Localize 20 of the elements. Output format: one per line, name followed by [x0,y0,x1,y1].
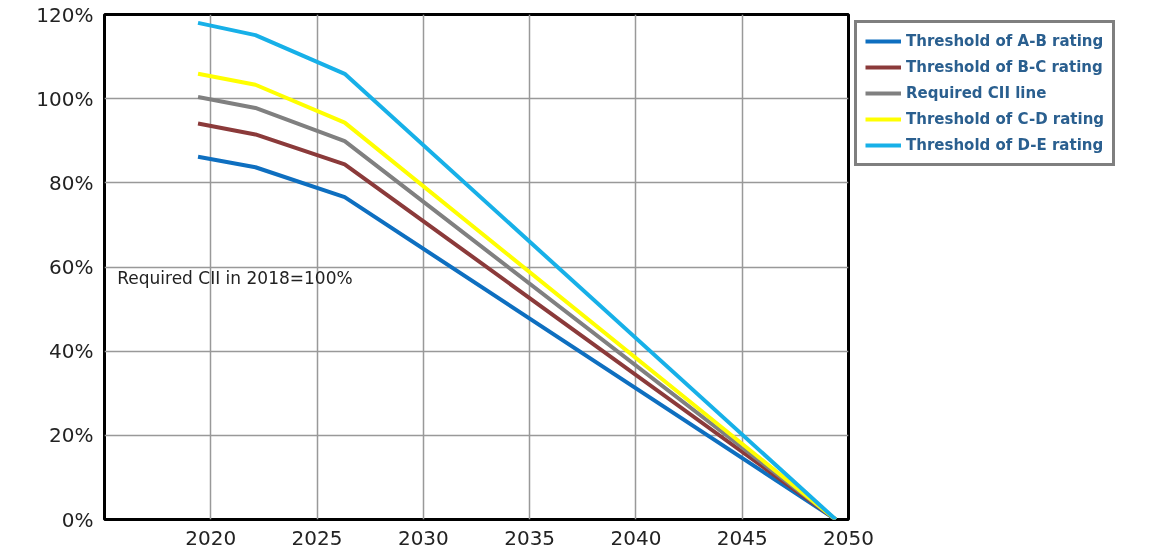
annotation: Required CII in 2018=100% [117,268,353,289]
x-tick-label: 2045 [716,525,768,550]
y-tick-label: 120% [36,2,94,27]
y-tick-label: 60% [49,255,94,279]
legend-label: Threshold of A-B rating [906,32,1104,50]
y-tick-label: 0% [61,507,94,532]
y-tick-label: 80% [49,170,94,195]
legend-label: Threshold of B-C rating [906,58,1103,76]
y-tick-label: 20% [49,423,94,448]
y-tick-label: 40% [49,339,94,364]
y-tick-label: 100% [36,86,94,111]
x-tick-label: 2020 [185,525,237,550]
legend-label: Threshold of D-E rating [906,136,1104,154]
x-tick-label: 2040 [610,525,662,550]
x-tick-label: 2025 [291,525,343,550]
x-tick-label: 2035 [504,525,556,550]
x-tick-label: 2030 [397,525,449,550]
x-tick-label: 2050 [823,525,874,550]
legend-label: Required CII line [906,84,1047,102]
legend-label: Threshold of C-D rating [906,110,1105,128]
